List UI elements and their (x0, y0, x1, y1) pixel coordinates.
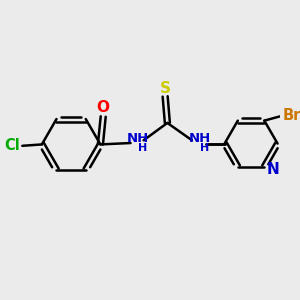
Text: Cl: Cl (4, 138, 20, 153)
Text: N: N (266, 162, 279, 177)
Text: O: O (97, 100, 110, 115)
Text: NH: NH (127, 132, 149, 145)
Text: H: H (200, 143, 209, 153)
Text: Br: Br (283, 108, 300, 123)
Text: H: H (138, 143, 148, 153)
Text: NH: NH (188, 132, 211, 145)
Text: S: S (160, 81, 171, 96)
